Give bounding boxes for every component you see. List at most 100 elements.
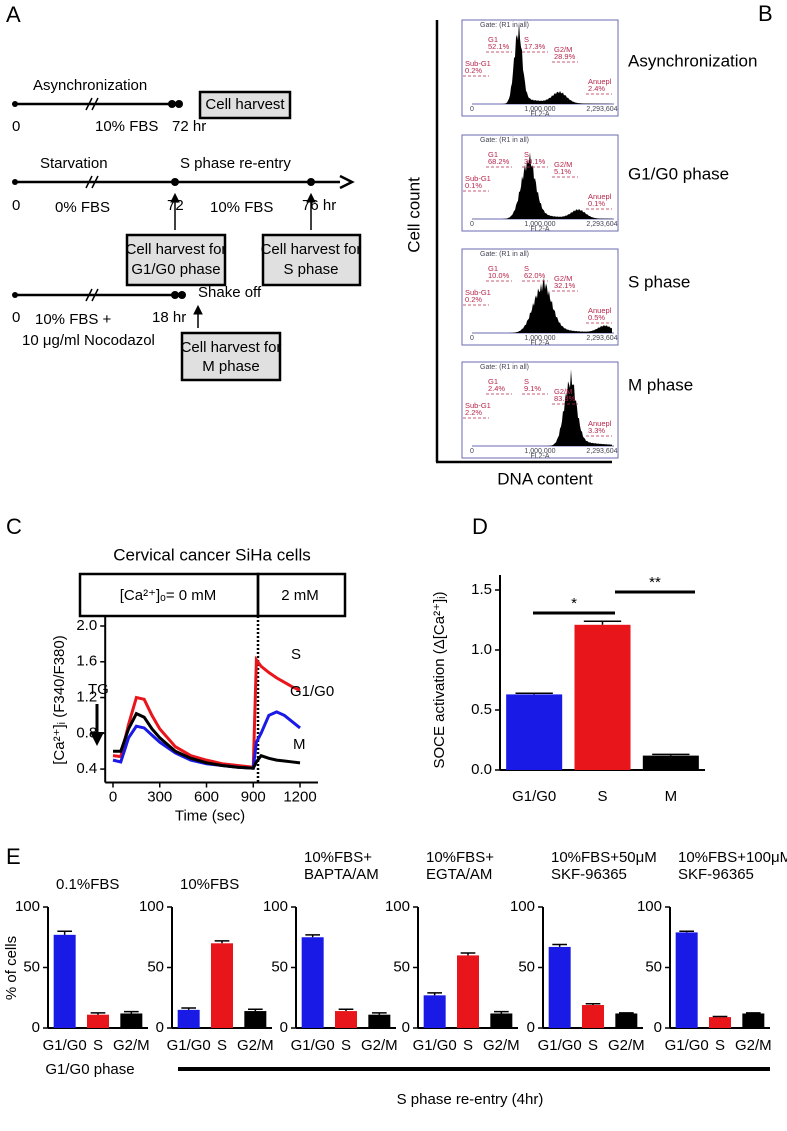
error-bar (494, 1010, 509, 1014)
hist-tick-label: 2,293,604 (586, 448, 617, 455)
tick-label: 10% FBS + (35, 311, 112, 328)
dot (12, 292, 18, 298)
y-tick-label: 100 (510, 898, 535, 915)
y-tick-label: 0.5 (471, 701, 492, 718)
region-name: Anuepl (588, 419, 612, 428)
region-pct: 2.2% (465, 408, 482, 417)
bar (244, 1011, 267, 1028)
x-tick-label: 300 (147, 788, 172, 805)
y-tick-label: 50 (23, 958, 40, 975)
y-tick-label: 100 (139, 898, 164, 915)
hist-tick-label: 1,000,000 (524, 221, 555, 228)
panel-label: SKF-96365 (678, 866, 754, 883)
region-name: G2/M (554, 45, 572, 54)
bar (301, 937, 324, 1028)
region-pct: 0.5% (588, 313, 605, 322)
y-tick-label: 100 (263, 898, 288, 915)
panel-label: SKF-96365 (551, 866, 627, 883)
panel-letter: E (6, 844, 21, 869)
bar (368, 1014, 391, 1028)
y-tick-label: 0 (654, 1019, 662, 1036)
region-name: G2/M (554, 387, 572, 396)
panel-label: 10%FBS+ (304, 849, 372, 866)
y-tick-label: 50 (645, 958, 662, 975)
arrow-head (170, 192, 316, 315)
y-tick-label: 1.6 (76, 653, 97, 670)
hist-axis-label: FL2-A (530, 453, 549, 460)
y-tick-label: 0 (280, 1019, 288, 1036)
annotation-arrow-head (90, 732, 104, 746)
y-tick-label: 50 (518, 958, 535, 975)
hist-tick-label: 2,293,604 (586, 221, 617, 228)
x-tick-label: S (597, 788, 607, 805)
x-tick-label: S (588, 1037, 598, 1054)
region-name: S (524, 377, 529, 386)
region-name: Sub-G1 (465, 401, 491, 410)
tick-label: 76 hr (302, 197, 336, 214)
box-text: Cell harvest for (126, 241, 227, 258)
hist-tick-label: 0 (470, 335, 474, 342)
bar (642, 755, 699, 770)
box-text: G1/G0 phase (131, 261, 220, 278)
panel-label: 10%FBS (180, 876, 239, 893)
region-name: G2/M (554, 160, 572, 169)
hist-tick-label: 1,000,000 (524, 335, 555, 342)
box (180, 331, 282, 382)
label: S phase re-entry (180, 155, 291, 172)
dot (175, 100, 183, 108)
tick-label: 10% FBS (210, 199, 273, 216)
x-tick-label: S (463, 1037, 473, 1054)
tick-label: 0 (12, 197, 20, 214)
series-label: S (291, 646, 301, 663)
hist-axis-label: FL2-A (530, 226, 549, 233)
label: Asynchronization (33, 77, 147, 94)
dot (12, 101, 18, 107)
axis-label: Cell count (404, 177, 423, 253)
region-name: Sub-G1 (465, 174, 491, 183)
region-name: Anuepl (588, 306, 612, 315)
tick-label: 10% FBS (95, 118, 158, 135)
histogram-frame (461, 19, 619, 117)
x-tick-label: G1/G0 (665, 1037, 709, 1054)
region-pct: 30.1% (524, 157, 546, 166)
label: Shake off (198, 284, 262, 301)
region-name: G1 (488, 35, 498, 44)
arrow-head (339, 174, 355, 190)
x-tick-label: G2/M (113, 1037, 150, 1054)
error-bar (124, 1010, 139, 1014)
error-bar (712, 1015, 728, 1018)
y-tick-label: 0.0 (471, 761, 492, 778)
region-pct: 52.1% (488, 42, 510, 51)
bar (490, 1013, 513, 1028)
bar (548, 946, 571, 1028)
error-bar (585, 1003, 601, 1006)
region-pct: 32.1% (554, 281, 576, 290)
region-pct: 68.2% (488, 157, 510, 166)
bar (423, 995, 446, 1028)
panel-label: BAPTA/AM (304, 866, 379, 883)
error-bar (90, 1012, 106, 1015)
y-tick-label: 100 (385, 898, 410, 915)
error-bar (515, 692, 553, 695)
bar (506, 694, 563, 770)
bar (582, 1005, 604, 1028)
region-pct: 28.9% (554, 52, 576, 61)
bar (574, 624, 631, 770)
region-pct: 0.1% (465, 181, 482, 190)
group-label: S phase re-entry (4hr) (397, 1091, 544, 1108)
error-bar (619, 1012, 634, 1014)
dot (178, 291, 186, 299)
region-pct: 62.0% (524, 271, 546, 280)
x-tick-label: S (341, 1037, 351, 1054)
error-bar (679, 930, 694, 933)
tick-label: 72 hr (172, 118, 206, 135)
y-axis-label: % of cells (3, 936, 20, 1000)
hist-axis-label: FL2-A (530, 340, 549, 347)
x-tick-label: G2/M (483, 1037, 520, 1054)
y-axis-label: SOCE activation (Δ[Ca²⁺]ᵢ) (431, 591, 448, 768)
bar (615, 1013, 638, 1028)
x-tick-label: G1/G0 (167, 1037, 211, 1054)
panel-label: EGTA/AM (426, 866, 492, 883)
region-name: S (524, 35, 529, 44)
histogram-frame (461, 134, 619, 232)
